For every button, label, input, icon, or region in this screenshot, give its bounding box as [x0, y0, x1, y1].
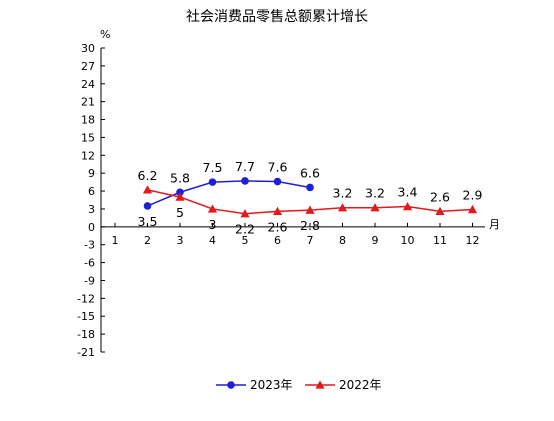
- y-tick-label: -12: [77, 292, 95, 305]
- data-point: [370, 203, 380, 212]
- x-tick-label: 6: [274, 234, 281, 247]
- data-label: 2.9: [463, 188, 483, 203]
- y-tick-label: -18: [77, 328, 95, 341]
- x-axis-unit: 月: [489, 218, 500, 231]
- data-point: [272, 206, 283, 216]
- y-tick-label: 6: [88, 185, 95, 198]
- y-tick-label: -15: [77, 310, 95, 323]
- data-label: 7.5: [203, 160, 223, 175]
- data-point: [240, 209, 250, 218]
- data-point: [273, 177, 282, 186]
- data-point: [402, 201, 413, 211]
- y-tick-label: 3: [88, 203, 95, 216]
- y-tick-label: 12: [81, 149, 95, 162]
- y-tick-label: 9: [88, 167, 95, 180]
- legend-label: 2023年: [250, 378, 293, 392]
- legend-item-1: 2022年: [305, 378, 382, 392]
- y-tick-label: 27: [81, 60, 95, 73]
- data-label: 3.4: [398, 185, 418, 200]
- y-tick-label: -9: [84, 274, 95, 287]
- x-tick-label: 3: [177, 234, 184, 247]
- data-label: 5: [176, 205, 184, 220]
- y-tick-label: 30: [81, 42, 95, 55]
- series-line: [147, 180, 311, 207]
- data-point: [207, 204, 218, 213]
- data-label: 2.6: [268, 219, 288, 234]
- x-tick-label: 8: [339, 234, 346, 247]
- data-label: 3.2: [333, 186, 353, 201]
- y-tick-label: 15: [81, 131, 95, 144]
- legend-marker: [315, 380, 325, 389]
- data-label: 2.6: [430, 189, 450, 204]
- legend-item-0: 2023年: [216, 378, 293, 392]
- y-tick-label: 0: [88, 221, 95, 234]
- x-tick-label: 4: [209, 234, 216, 247]
- data-label: 2.8: [300, 218, 320, 233]
- data-label: 6.2: [138, 168, 158, 183]
- data-label: 5.8: [170, 170, 190, 185]
- y-tick-label: 21: [81, 96, 95, 109]
- data-point: [143, 202, 152, 210]
- y-tick-label: -21: [77, 346, 95, 359]
- data-label: 3.2: [365, 186, 385, 201]
- data-point: [435, 206, 445, 216]
- data-point: [208, 178, 217, 186]
- legend: 2023年 2022年: [216, 378, 382, 392]
- x-tick-label: 2: [144, 234, 151, 247]
- x-tick-label: 7: [307, 234, 314, 247]
- y-tick-label: -6: [84, 257, 95, 270]
- x-tick-label: 5: [242, 234, 249, 247]
- x-tick-label: 11: [433, 234, 447, 247]
- data-point: [142, 185, 153, 194]
- x-tick-label: 9: [372, 234, 379, 247]
- data-point: [337, 203, 348, 212]
- data-point: [306, 183, 314, 192]
- y-tick-label: 18: [81, 114, 95, 127]
- data-label: 7.6: [268, 160, 288, 175]
- y-tick-label: -3: [84, 239, 95, 252]
- x-tick-label: 10: [401, 234, 415, 247]
- x-tick-label: 1: [112, 234, 119, 247]
- x-tick-label: 12: [466, 234, 480, 247]
- series-layer: 6.2 3.5 5.8 5 7.5 3 7.7 2.2 7.6 2.6 6.6 2.8 3.2 3.2 3.…: [138, 159, 483, 237]
- data-label: 3.5: [138, 214, 158, 229]
- chart-title: 社会消费品零售总额累计增长: [186, 9, 368, 25]
- series-0: [143, 177, 314, 210]
- data-point: [305, 205, 315, 214]
- data-point: [467, 204, 478, 214]
- data-point: [176, 188, 184, 197]
- data-label: 7.7: [235, 159, 255, 174]
- y-axis-unit: %: [100, 28, 110, 41]
- data-label: 3: [209, 217, 217, 232]
- legend-label: 2022年: [339, 378, 382, 392]
- series-1: [142, 185, 478, 218]
- data-point: [241, 177, 249, 185]
- data-point: [175, 192, 185, 201]
- legend-marker: [227, 381, 235, 389]
- data-label: 6.6: [300, 165, 320, 180]
- y-tick-label: 24: [81, 78, 95, 91]
- data-label: 2.2: [235, 222, 255, 237]
